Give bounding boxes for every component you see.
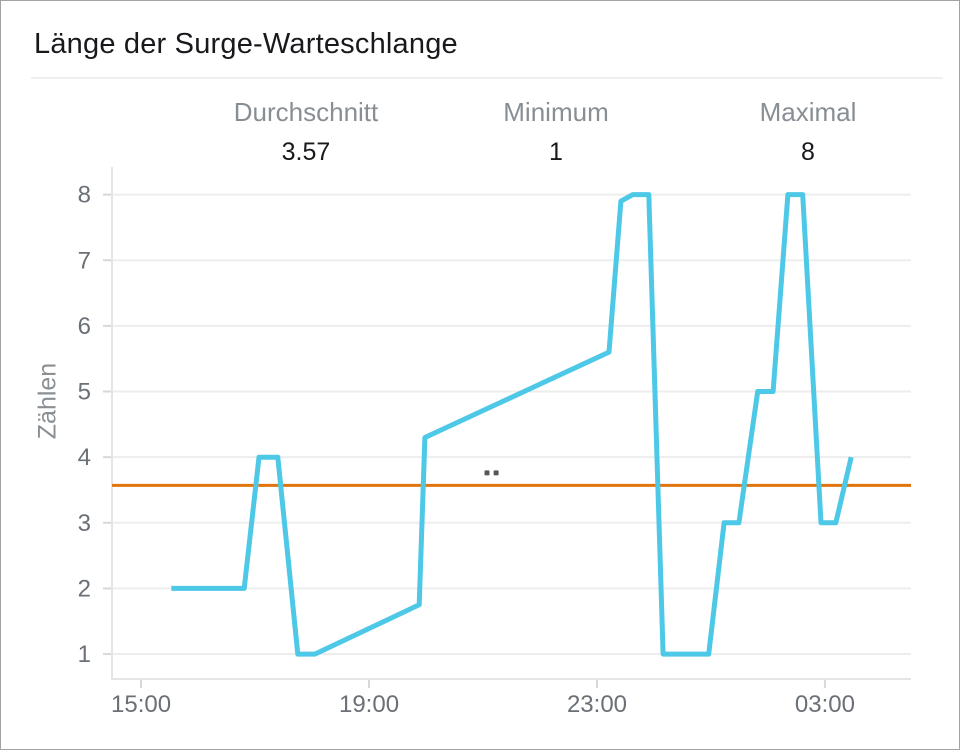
y-tick-label: 5 bbox=[78, 379, 91, 406]
hover-indicator-dot bbox=[493, 470, 499, 476]
y-tick-label: 6 bbox=[78, 313, 91, 340]
stat-maximum-value: 8 bbox=[801, 138, 815, 166]
stat-minimum-value: 1 bbox=[549, 138, 563, 166]
stat-average: Durchschnitt 3.57 bbox=[234, 98, 379, 165]
y-tick-label: 1 bbox=[78, 641, 91, 668]
stat-maximum-label: Maximal bbox=[759, 97, 857, 127]
y-tick-label: 8 bbox=[78, 182, 91, 209]
stat-average-label: Durchschnitt bbox=[233, 97, 379, 127]
stat-average-value: 3.57 bbox=[281, 138, 331, 166]
y-tick-label: 2 bbox=[78, 575, 91, 602]
x-tick-label: 19:00 bbox=[339, 691, 399, 718]
x-tick-label: 15:00 bbox=[111, 691, 171, 718]
stat-minimum: Minimum 1 bbox=[503, 98, 608, 165]
title-divider bbox=[31, 77, 943, 79]
y-tick-label: 7 bbox=[78, 247, 91, 274]
y-tick-label: 3 bbox=[78, 510, 91, 537]
x-tick-label: 23:00 bbox=[567, 691, 627, 718]
metric-line bbox=[171, 192, 854, 657]
x-tick-label: 03:00 bbox=[795, 691, 855, 718]
stat-minimum-label: Minimum bbox=[503, 97, 609, 127]
stat-maximum: Maximal 8 bbox=[760, 98, 857, 165]
page-title: Länge der Surge-Warteschlange bbox=[34, 28, 458, 60]
hover-indicator-dot bbox=[484, 470, 490, 476]
y-tick-label: 4 bbox=[78, 444, 91, 471]
